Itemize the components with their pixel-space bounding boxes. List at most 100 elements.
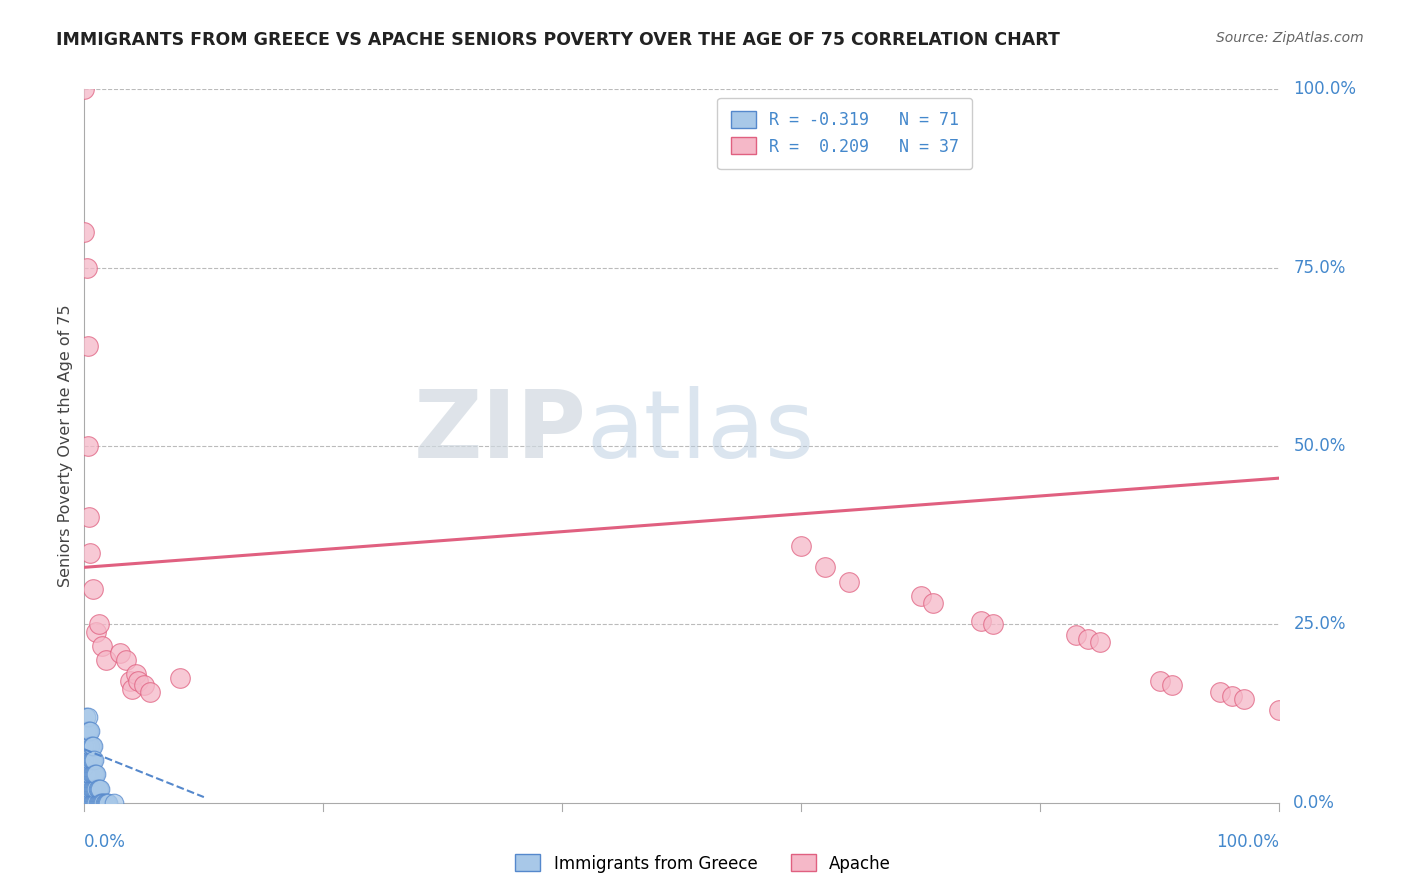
Point bbox=[79, 724, 101, 739]
Point bbox=[84, 796, 107, 810]
Point bbox=[79, 546, 101, 560]
Text: 0.0%: 0.0% bbox=[84, 833, 127, 851]
Point bbox=[77, 767, 100, 781]
Point bbox=[77, 796, 100, 810]
Point bbox=[76, 739, 98, 753]
Point bbox=[86, 781, 108, 796]
Point bbox=[90, 796, 112, 810]
Text: 50.0%: 50.0% bbox=[1294, 437, 1346, 455]
Point bbox=[77, 753, 100, 767]
Point bbox=[75, 724, 97, 739]
Point bbox=[75, 781, 97, 796]
Point bbox=[77, 339, 100, 353]
Point bbox=[96, 796, 118, 810]
Legend: R = -0.319   N = 71, R =  0.209   N = 37: R = -0.319 N = 71, R = 0.209 N = 37 bbox=[717, 97, 973, 169]
Point bbox=[814, 560, 837, 574]
Point bbox=[73, 796, 96, 810]
Point bbox=[80, 753, 103, 767]
Point bbox=[79, 796, 101, 810]
Point bbox=[86, 796, 108, 810]
Point bbox=[82, 796, 104, 810]
Point bbox=[82, 781, 104, 796]
Point bbox=[73, 225, 96, 239]
Point bbox=[77, 724, 100, 739]
Point bbox=[115, 653, 138, 667]
Point bbox=[169, 671, 191, 685]
Point bbox=[1088, 635, 1111, 649]
Point bbox=[110, 646, 132, 660]
Point bbox=[1208, 685, 1230, 699]
Point bbox=[77, 710, 100, 724]
Text: Source: ZipAtlas.com: Source: ZipAtlas.com bbox=[1216, 31, 1364, 45]
Point bbox=[139, 685, 162, 699]
Text: 75.0%: 75.0% bbox=[1294, 259, 1346, 277]
Point bbox=[83, 767, 105, 781]
Point bbox=[838, 574, 860, 589]
Point bbox=[77, 781, 100, 796]
Text: ZIP: ZIP bbox=[413, 385, 586, 478]
Point bbox=[91, 639, 114, 653]
Point bbox=[76, 753, 98, 767]
Point bbox=[84, 624, 107, 639]
Point bbox=[87, 617, 110, 632]
Text: 100.0%: 100.0% bbox=[1216, 833, 1279, 851]
Y-axis label: Seniors Poverty Over the Age of 75: Seniors Poverty Over the Age of 75 bbox=[58, 305, 73, 587]
Text: 25.0%: 25.0% bbox=[1294, 615, 1346, 633]
Point bbox=[125, 667, 148, 681]
Point bbox=[1160, 678, 1182, 692]
Point bbox=[83, 796, 105, 810]
Point bbox=[118, 674, 141, 689]
Point bbox=[93, 796, 115, 810]
Point bbox=[77, 739, 100, 753]
Point bbox=[79, 767, 101, 781]
Point bbox=[91, 796, 114, 810]
Point bbox=[75, 739, 97, 753]
Point bbox=[1268, 703, 1291, 717]
Point bbox=[77, 439, 100, 453]
Point bbox=[80, 739, 103, 753]
Point bbox=[73, 739, 96, 753]
Legend: Immigrants from Greece, Apache: Immigrants from Greece, Apache bbox=[509, 847, 897, 880]
Point bbox=[87, 781, 110, 796]
Point bbox=[82, 582, 104, 596]
Point bbox=[1149, 674, 1171, 689]
Point bbox=[73, 82, 96, 96]
Point bbox=[77, 781, 100, 796]
Point bbox=[981, 617, 1004, 632]
Point bbox=[87, 796, 110, 810]
Point bbox=[93, 796, 115, 810]
Point bbox=[83, 753, 105, 767]
Point bbox=[75, 710, 97, 724]
Point bbox=[79, 781, 101, 796]
Point bbox=[79, 739, 101, 753]
Point bbox=[73, 781, 96, 796]
Point bbox=[76, 767, 98, 781]
Point bbox=[132, 678, 156, 692]
Point bbox=[76, 781, 98, 796]
Point bbox=[73, 760, 96, 774]
Text: 0.0%: 0.0% bbox=[1294, 794, 1336, 812]
Point bbox=[75, 796, 97, 810]
Point bbox=[80, 796, 103, 810]
Point bbox=[82, 767, 104, 781]
Point bbox=[103, 796, 125, 810]
Point bbox=[89, 781, 111, 796]
Point bbox=[94, 796, 117, 810]
Point bbox=[97, 796, 120, 810]
Point bbox=[77, 796, 100, 810]
Point bbox=[84, 781, 107, 796]
Point bbox=[1220, 689, 1243, 703]
Point bbox=[121, 681, 143, 696]
Point bbox=[83, 781, 105, 796]
Point bbox=[84, 767, 107, 781]
Point bbox=[1066, 628, 1088, 642]
Point bbox=[79, 753, 101, 767]
Point bbox=[1232, 692, 1254, 706]
Point bbox=[75, 767, 97, 781]
Point bbox=[82, 753, 104, 767]
Point bbox=[77, 767, 100, 781]
Point bbox=[73, 753, 96, 767]
Point bbox=[94, 653, 117, 667]
Point bbox=[77, 510, 100, 524]
Point bbox=[970, 614, 993, 628]
